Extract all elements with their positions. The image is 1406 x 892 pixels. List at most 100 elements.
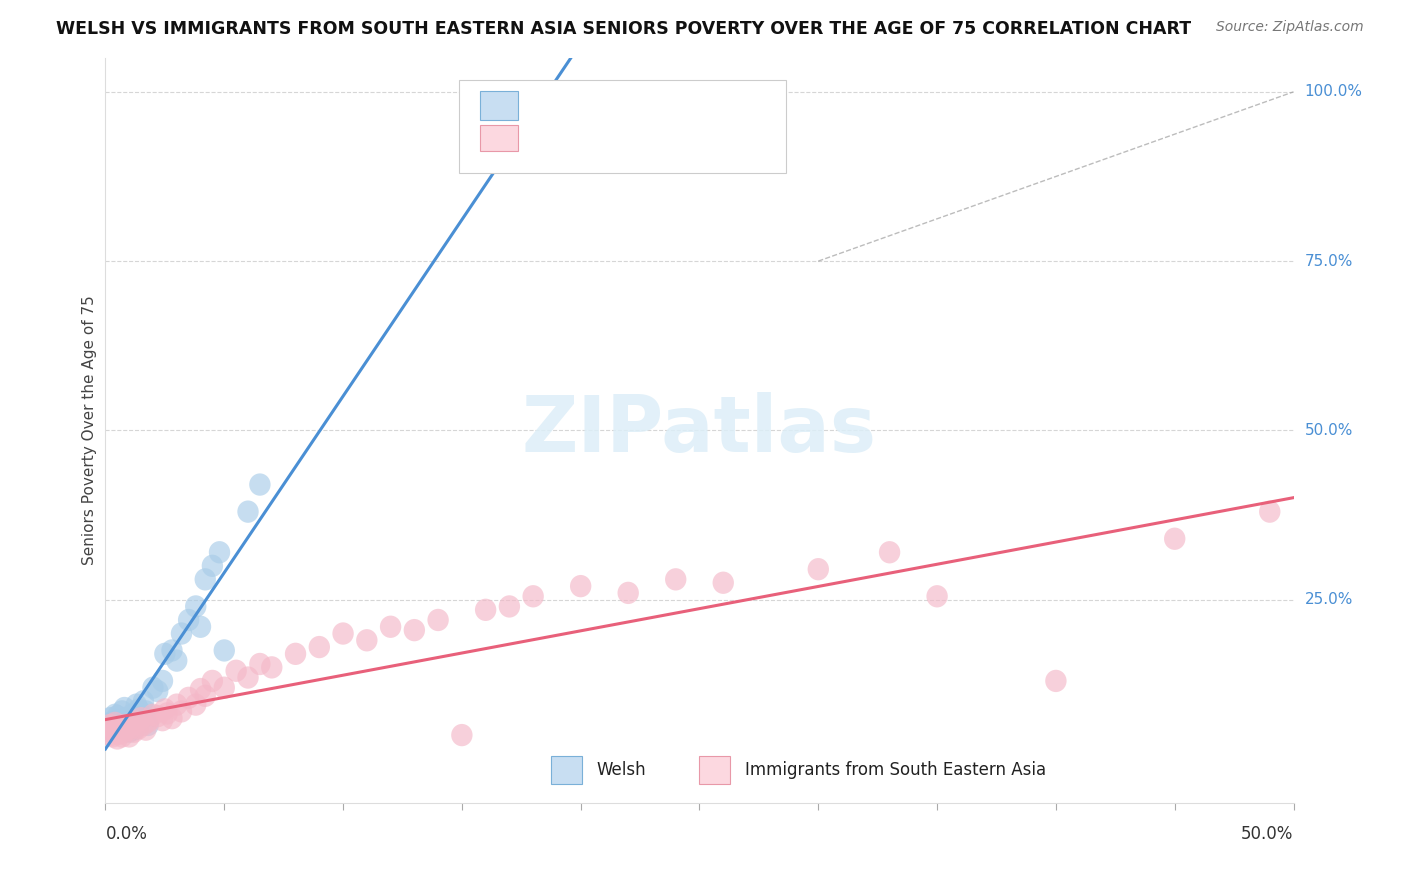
Ellipse shape [152,670,173,692]
Ellipse shape [404,619,425,641]
Ellipse shape [713,572,734,594]
Ellipse shape [142,704,163,726]
Ellipse shape [131,709,152,731]
Ellipse shape [110,723,131,745]
Ellipse shape [166,649,187,672]
Ellipse shape [128,698,149,721]
Ellipse shape [118,721,141,743]
Ellipse shape [170,700,193,723]
Ellipse shape [138,714,159,736]
Text: Source: ZipAtlas.com: Source: ZipAtlas.com [1216,20,1364,34]
Ellipse shape [162,640,183,662]
Text: Immigrants from South Eastern Asia: Immigrants from South Eastern Asia [745,761,1046,779]
Ellipse shape [148,680,169,702]
Ellipse shape [927,585,948,607]
Ellipse shape [100,714,121,736]
Ellipse shape [121,714,142,736]
Ellipse shape [114,714,135,736]
Ellipse shape [114,714,135,736]
Ellipse shape [569,575,592,598]
Ellipse shape [101,717,124,739]
Ellipse shape [190,615,211,638]
Ellipse shape [128,717,149,739]
Text: 75.0%: 75.0% [1305,253,1353,268]
Text: 25.0%: 25.0% [1305,592,1353,607]
Ellipse shape [114,721,135,743]
Ellipse shape [308,636,330,658]
Ellipse shape [111,718,132,741]
Ellipse shape [107,705,128,727]
Ellipse shape [186,595,207,617]
Ellipse shape [156,702,179,724]
Ellipse shape [214,676,235,698]
Ellipse shape [427,609,449,632]
Ellipse shape [100,707,121,730]
Ellipse shape [451,724,472,747]
Ellipse shape [186,693,207,715]
Ellipse shape [104,714,125,736]
Ellipse shape [1045,670,1067,692]
Ellipse shape [117,717,138,739]
Ellipse shape [209,541,231,564]
Ellipse shape [97,717,118,739]
Ellipse shape [166,693,187,715]
Ellipse shape [475,599,496,621]
Ellipse shape [110,715,131,739]
FancyBboxPatch shape [479,125,517,151]
Ellipse shape [101,718,124,741]
Ellipse shape [152,709,173,731]
Text: 50.0%: 50.0% [1305,423,1353,438]
Text: WELSH VS IMMIGRANTS FROM SOUTH EASTERN ASIA SENIORS POVERTY OVER THE AGE OF 75 C: WELSH VS IMMIGRANTS FROM SOUTH EASTERN A… [56,20,1191,37]
Ellipse shape [170,623,193,645]
Ellipse shape [162,707,183,730]
Ellipse shape [110,715,131,739]
Ellipse shape [807,558,830,581]
Ellipse shape [118,718,141,741]
Ellipse shape [155,698,176,721]
Ellipse shape [104,712,125,734]
Ellipse shape [111,725,132,747]
Ellipse shape [194,568,217,591]
Text: 0.0%: 0.0% [105,825,148,843]
Ellipse shape [135,700,156,723]
Ellipse shape [138,710,159,732]
Ellipse shape [111,700,132,723]
Ellipse shape [249,653,270,675]
Ellipse shape [132,690,155,713]
Ellipse shape [179,687,200,709]
Ellipse shape [249,474,270,496]
Ellipse shape [499,595,520,617]
Ellipse shape [238,500,259,523]
FancyBboxPatch shape [700,756,730,784]
Ellipse shape [125,693,148,715]
Ellipse shape [101,710,124,732]
Ellipse shape [201,555,224,577]
Ellipse shape [97,718,118,741]
Ellipse shape [332,623,354,645]
Ellipse shape [121,704,142,726]
Ellipse shape [201,670,224,692]
Ellipse shape [190,678,211,700]
Ellipse shape [879,541,900,564]
Ellipse shape [118,725,141,747]
Ellipse shape [262,657,283,679]
Ellipse shape [132,714,155,736]
Ellipse shape [124,718,145,741]
Ellipse shape [118,712,141,734]
Ellipse shape [107,721,128,743]
Text: 100.0%: 100.0% [1305,85,1362,99]
Text: 50.0%: 50.0% [1241,825,1294,843]
Ellipse shape [125,710,148,732]
Ellipse shape [107,712,128,734]
Y-axis label: Seniors Poverty Over the Age of 75: Seniors Poverty Over the Age of 75 [82,295,97,566]
Ellipse shape [131,707,152,730]
Text: R = 0.661   N = 42: R = 0.661 N = 42 [533,96,703,115]
Text: ZIPatlas: ZIPatlas [522,392,877,468]
Ellipse shape [356,629,378,651]
Text: Welsh: Welsh [596,761,645,779]
Ellipse shape [155,642,176,665]
FancyBboxPatch shape [479,92,517,120]
Ellipse shape [225,659,247,682]
Ellipse shape [104,704,125,726]
Text: R = 0.437   N = 65: R = 0.437 N = 65 [533,129,704,147]
